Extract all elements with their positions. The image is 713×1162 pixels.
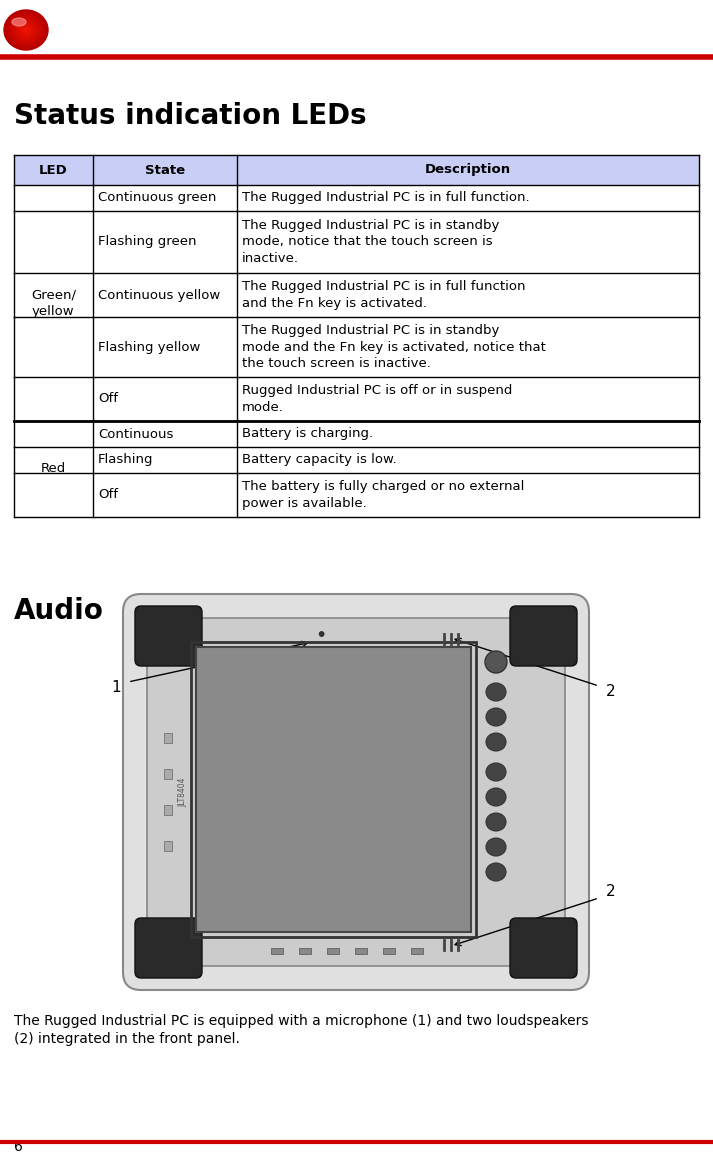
- Ellipse shape: [13, 17, 39, 42]
- Ellipse shape: [19, 23, 34, 37]
- Ellipse shape: [19, 24, 33, 36]
- Ellipse shape: [24, 28, 29, 33]
- Ellipse shape: [486, 863, 506, 881]
- Ellipse shape: [11, 16, 41, 44]
- Ellipse shape: [486, 838, 506, 856]
- Ellipse shape: [486, 683, 506, 701]
- Bar: [383, 948, 395, 954]
- Ellipse shape: [486, 763, 506, 781]
- Bar: [411, 948, 423, 954]
- Bar: [164, 805, 172, 815]
- FancyBboxPatch shape: [147, 618, 565, 966]
- Text: Continuous yellow: Continuous yellow: [98, 288, 220, 301]
- Text: JLT8404: JLT8404: [178, 777, 188, 806]
- Text: Off: Off: [98, 488, 118, 502]
- Text: The battery is fully charged or no external
power is available.: The battery is fully charged or no exter…: [242, 480, 524, 510]
- Bar: [164, 841, 172, 851]
- Text: Rugged Industrial PC is off or in suspend
mode.: Rugged Industrial PC is off or in suspen…: [242, 385, 512, 414]
- Text: The Rugged Industrial PC is in full function.: The Rugged Industrial PC is in full func…: [242, 192, 529, 205]
- Text: Off: Off: [98, 393, 118, 406]
- Text: 6: 6: [14, 1140, 23, 1154]
- Ellipse shape: [486, 788, 506, 806]
- Bar: [14, 155, 699, 185]
- Text: The Rugged Industrial PC is in full function
and the Fn key is activated.: The Rugged Industrial PC is in full func…: [242, 280, 525, 310]
- Ellipse shape: [14, 19, 38, 41]
- Ellipse shape: [486, 813, 506, 831]
- Ellipse shape: [12, 17, 26, 26]
- Bar: [164, 769, 172, 779]
- FancyBboxPatch shape: [510, 607, 577, 666]
- Text: 2: 2: [606, 884, 616, 899]
- Ellipse shape: [9, 15, 43, 45]
- Bar: [299, 948, 311, 954]
- Ellipse shape: [486, 708, 506, 726]
- Ellipse shape: [11, 17, 41, 43]
- Bar: [191, 641, 476, 937]
- Bar: [164, 733, 172, 743]
- Ellipse shape: [4, 10, 48, 50]
- Text: Flashing: Flashing: [98, 453, 153, 466]
- Ellipse shape: [21, 26, 31, 35]
- Text: The Rugged Industrial PC is equipped with a microphone (1) and two loudspeakers
: The Rugged Industrial PC is equipped wit…: [14, 1014, 588, 1047]
- Bar: [196, 647, 471, 932]
- Text: Battery capacity is low.: Battery capacity is low.: [242, 453, 396, 466]
- Text: Red: Red: [41, 462, 66, 475]
- Ellipse shape: [5, 10, 47, 49]
- Ellipse shape: [7, 13, 45, 46]
- Text: 2: 2: [606, 684, 616, 700]
- Text: Battery is charging.: Battery is charging.: [242, 428, 373, 440]
- Text: State: State: [145, 164, 185, 177]
- Ellipse shape: [486, 733, 506, 751]
- FancyBboxPatch shape: [123, 594, 589, 990]
- Ellipse shape: [25, 29, 27, 31]
- Ellipse shape: [21, 26, 31, 34]
- Text: Description: Description: [425, 164, 511, 177]
- Text: Continuous green: Continuous green: [98, 192, 216, 205]
- Text: 1: 1: [111, 680, 120, 695]
- FancyBboxPatch shape: [510, 918, 577, 978]
- Ellipse shape: [17, 22, 35, 38]
- Text: Audio: Audio: [14, 597, 104, 625]
- Ellipse shape: [23, 27, 29, 33]
- Text: Continuous: Continuous: [98, 428, 173, 440]
- Ellipse shape: [16, 21, 36, 40]
- FancyBboxPatch shape: [135, 918, 202, 978]
- Text: LED: LED: [39, 164, 68, 177]
- FancyBboxPatch shape: [135, 607, 202, 666]
- Text: Flashing yellow: Flashing yellow: [98, 340, 200, 353]
- Bar: [355, 948, 367, 954]
- Bar: [327, 948, 339, 954]
- Text: Green/
yellow: Green/ yellow: [31, 288, 76, 317]
- Ellipse shape: [6, 12, 46, 48]
- Text: Status indication LEDs: Status indication LEDs: [14, 102, 366, 130]
- Text: Flashing green: Flashing green: [98, 236, 196, 249]
- Bar: [271, 948, 283, 954]
- Ellipse shape: [485, 651, 507, 673]
- Text: The Rugged Industrial PC is in standby
mode, notice that the touch screen is
ina: The Rugged Industrial PC is in standby m…: [242, 218, 499, 265]
- Ellipse shape: [15, 20, 37, 40]
- Ellipse shape: [9, 14, 43, 46]
- Ellipse shape: [319, 631, 324, 637]
- Text: The Rugged Industrial PC is in standby
mode and the Fn key is activated, notice : The Rugged Industrial PC is in standby m…: [242, 324, 545, 370]
